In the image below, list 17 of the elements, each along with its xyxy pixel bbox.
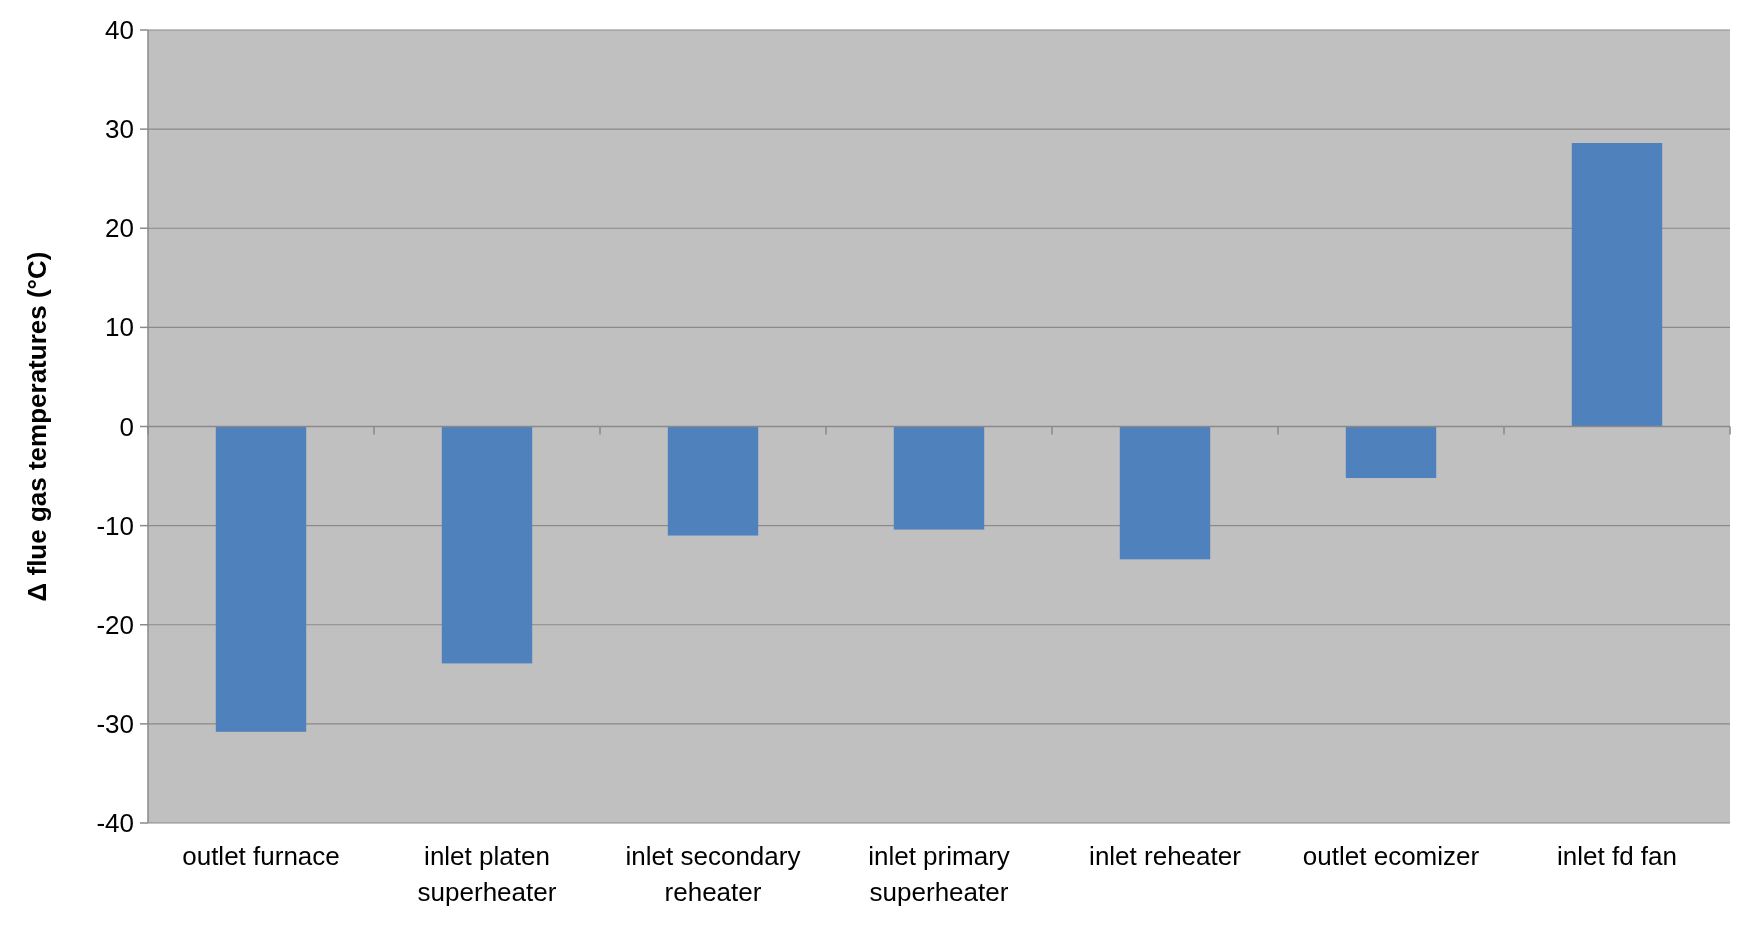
x-tick-label: inlet reheater	[1089, 841, 1242, 871]
y-tick-label: 40	[105, 15, 134, 46]
y-tick-label: -20	[96, 609, 134, 640]
y-tick-label: 10	[105, 312, 134, 343]
x-tick-label: inlet fd fan	[1557, 841, 1677, 871]
y-axis-title: Δ flue gas temperatures (°C)	[22, 251, 52, 602]
y-tick-label: 0	[119, 411, 134, 442]
y-tick-label: -10	[96, 510, 134, 541]
x-tick-label: outlet furnace	[182, 841, 340, 871]
x-tick-label: inlet secondary reheater	[625, 841, 801, 907]
y-tick-label: 20	[105, 213, 134, 244]
x-tick-label: outlet ecomizer	[1302, 841, 1480, 871]
y-tick-label: -40	[96, 808, 134, 839]
y-tick-label: -30	[96, 708, 134, 739]
x-tick-label: inlet platen superheater	[417, 841, 557, 907]
x-tick-label: inlet primary superheater	[868, 841, 1010, 907]
y-tick-label: 30	[105, 114, 134, 145]
